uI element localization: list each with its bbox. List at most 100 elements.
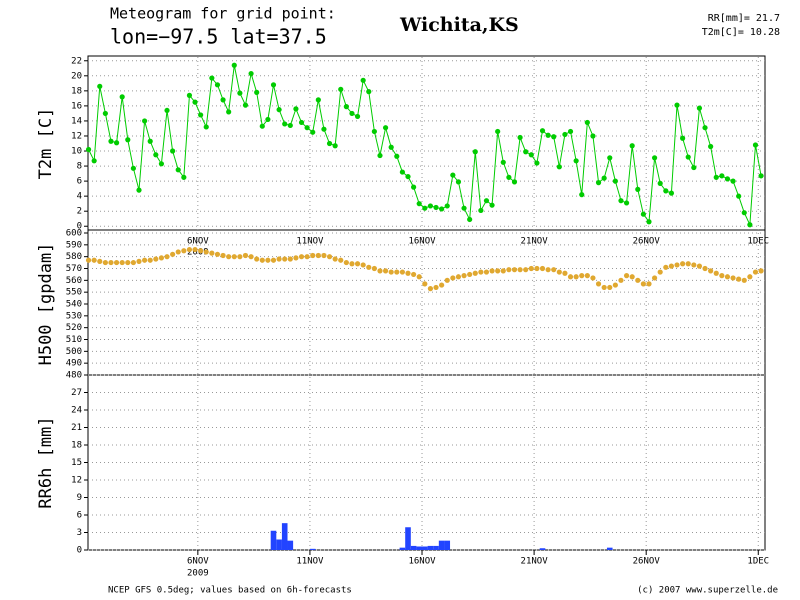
point [136,187,142,193]
point [674,262,680,268]
point [584,119,590,126]
point [343,259,349,266]
x-tick-label: 21NOV [521,237,549,247]
point [433,204,439,211]
year-label: 2009 [187,248,209,258]
point [360,262,366,268]
point [601,175,607,181]
point [147,138,153,144]
point [595,281,602,287]
point [752,269,759,275]
point [315,97,321,103]
point [736,193,742,199]
point [231,62,237,68]
point [282,256,288,262]
point [534,160,540,166]
point [629,143,635,149]
point [651,275,658,281]
point [730,275,736,281]
point [506,174,512,180]
bar [444,540,451,550]
point [360,77,366,83]
point [489,268,495,274]
point [405,270,411,276]
y-tick-label: 480 [66,371,82,381]
y-tick-label: 21 [71,423,82,433]
point [265,257,271,263]
point [612,178,618,184]
point [539,265,546,272]
point [298,254,305,260]
y-tick-label: 16 [71,101,82,111]
point [142,257,148,263]
point [214,251,221,257]
year-label: 2009 [187,569,209,579]
bar [606,547,613,550]
point [209,75,215,81]
point [349,110,355,117]
y-tick-label: 24 [71,406,82,416]
location: Wichita,KS [399,14,519,36]
bar [287,540,294,550]
point [422,281,428,287]
summary-rr: RR[mm]= 21.7 [708,13,780,24]
point [220,97,226,103]
x-tick-label: 26NOV [633,557,661,567]
point [310,252,316,259]
point [539,128,546,134]
point [483,198,490,204]
point [427,286,434,292]
point [567,274,574,280]
bar [438,540,445,550]
point [175,167,181,173]
point [551,267,557,273]
y-tick-label: 530 [66,311,82,321]
point [500,268,506,274]
point [170,251,176,257]
point [203,249,209,255]
point [495,268,501,274]
point [607,284,613,291]
point [242,252,249,259]
y-axis-label: RR6h [mm] [36,416,56,508]
point [282,121,288,127]
point [646,281,652,287]
point [517,134,523,141]
point [85,257,92,263]
point [248,254,254,260]
point [511,179,518,185]
y-tick-label: 18 [71,441,82,451]
footer-right: (c) 2007 www.superzelle.de [637,586,778,596]
point [265,116,271,123]
y-tick-label: 520 [66,323,82,333]
point [439,282,445,288]
point [371,265,377,272]
bar [276,539,282,550]
point [590,275,596,281]
point [584,273,590,279]
point [377,268,383,274]
point [399,269,406,275]
point [696,263,703,269]
point [444,203,450,209]
point [579,192,585,198]
summary-t2m: T2m[C]= 10.28 [702,27,780,38]
point [248,70,254,77]
point [411,184,417,190]
point [590,133,596,139]
point [270,257,277,263]
y-tick-label: 6 [77,511,82,521]
point [640,281,646,287]
bar [427,545,434,550]
point [203,124,209,130]
point [405,173,411,180]
point [618,198,624,204]
point [242,102,249,108]
point [226,254,232,260]
point [646,219,652,225]
point [304,125,310,131]
point [293,255,299,261]
point [730,178,736,184]
point [556,269,562,275]
point [629,274,635,280]
